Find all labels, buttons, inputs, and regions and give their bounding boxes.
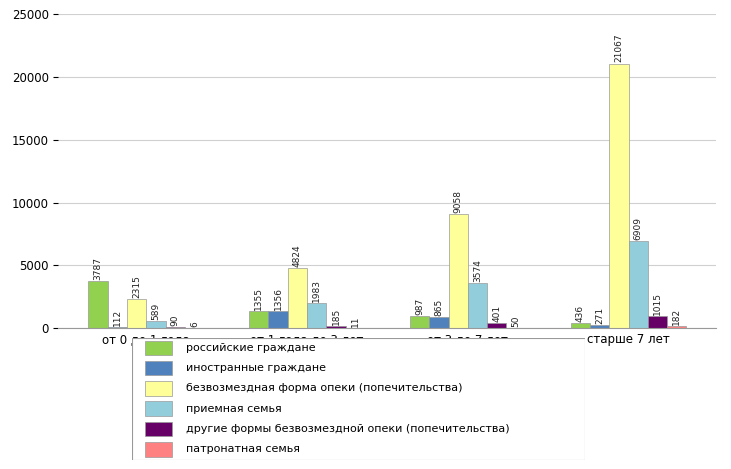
Bar xyxy=(629,242,648,328)
Text: 2315: 2315 xyxy=(132,275,141,298)
Bar xyxy=(268,311,288,328)
Bar xyxy=(249,311,268,328)
Text: 401: 401 xyxy=(492,305,501,322)
Text: 185: 185 xyxy=(331,308,341,325)
Bar xyxy=(146,321,165,328)
Text: 436: 436 xyxy=(576,305,585,322)
Bar xyxy=(307,303,326,328)
Text: 182: 182 xyxy=(673,308,681,325)
Bar xyxy=(610,63,629,328)
Bar xyxy=(326,326,346,328)
Bar xyxy=(410,316,429,328)
Text: 6909: 6909 xyxy=(634,218,643,241)
Bar xyxy=(429,318,449,328)
Text: 50: 50 xyxy=(512,315,520,327)
Text: 865: 865 xyxy=(434,299,444,317)
Bar xyxy=(667,326,686,328)
Text: патронатная семья: патронатная семья xyxy=(186,445,300,454)
Bar xyxy=(590,325,610,328)
Text: 589: 589 xyxy=(151,303,160,320)
Text: безвозмездная форма опеки (попечительства): безвозмездная форма опеки (попечительств… xyxy=(186,384,463,393)
Text: 6: 6 xyxy=(190,321,199,327)
Bar xyxy=(145,361,173,376)
Text: 4824: 4824 xyxy=(293,244,302,267)
Text: иностранные граждане: иностранные граждане xyxy=(186,363,326,373)
Text: 1356: 1356 xyxy=(273,287,283,310)
Text: 3787: 3787 xyxy=(94,257,102,280)
Bar xyxy=(88,281,107,328)
Bar xyxy=(449,214,468,328)
Bar xyxy=(288,268,307,328)
Bar xyxy=(571,323,590,328)
Text: 271: 271 xyxy=(595,307,604,324)
Bar xyxy=(145,442,173,457)
Text: российские граждане: российские граждане xyxy=(186,343,316,353)
Text: 9058: 9058 xyxy=(454,190,463,213)
Text: 11: 11 xyxy=(351,316,360,327)
Text: 21067: 21067 xyxy=(615,34,624,62)
Text: 987: 987 xyxy=(415,298,424,315)
Bar xyxy=(648,316,667,328)
Bar xyxy=(165,327,185,328)
Text: 90: 90 xyxy=(171,315,180,326)
Text: 1355: 1355 xyxy=(254,287,263,310)
Bar xyxy=(145,422,173,437)
Bar xyxy=(127,299,146,328)
Bar xyxy=(145,401,173,416)
Bar xyxy=(107,327,127,328)
Text: 1983: 1983 xyxy=(312,280,321,303)
Bar xyxy=(145,340,173,355)
Text: 112: 112 xyxy=(113,309,122,326)
Bar xyxy=(487,323,507,328)
Text: приемная семья: приемная семья xyxy=(186,404,281,414)
Bar xyxy=(468,283,487,328)
Bar xyxy=(145,381,173,396)
Text: другие формы безвозмездной опеки (попечительства): другие формы безвозмездной опеки (попечи… xyxy=(186,424,510,434)
Text: 1015: 1015 xyxy=(653,292,662,315)
Text: 3574: 3574 xyxy=(473,259,482,282)
